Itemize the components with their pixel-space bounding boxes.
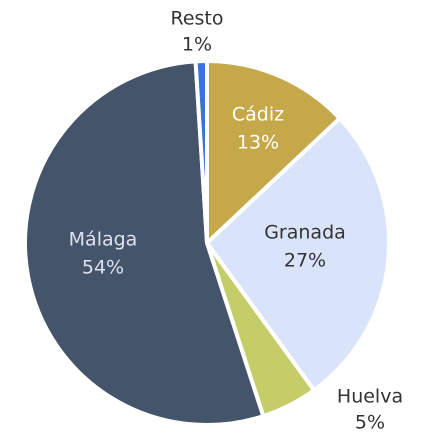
slice-value: 5% [355, 412, 385, 434]
slice-value: 1% [182, 34, 212, 56]
pie-slice [23, 59, 266, 427]
slice-value: 27% [284, 250, 326, 272]
slice-label: Granada [264, 222, 346, 244]
slice-label: Cádiz [232, 104, 284, 126]
slice-value: 54% [82, 257, 124, 279]
slice-label: Resto [170, 8, 223, 30]
slice-value: 13% [237, 132, 279, 154]
pie-slice [205, 116, 391, 393]
pie-slice [193, 59, 209, 245]
slice-label: Huelva [337, 386, 403, 408]
slice-label: Málaga [69, 229, 138, 251]
pie-slice [205, 59, 342, 245]
